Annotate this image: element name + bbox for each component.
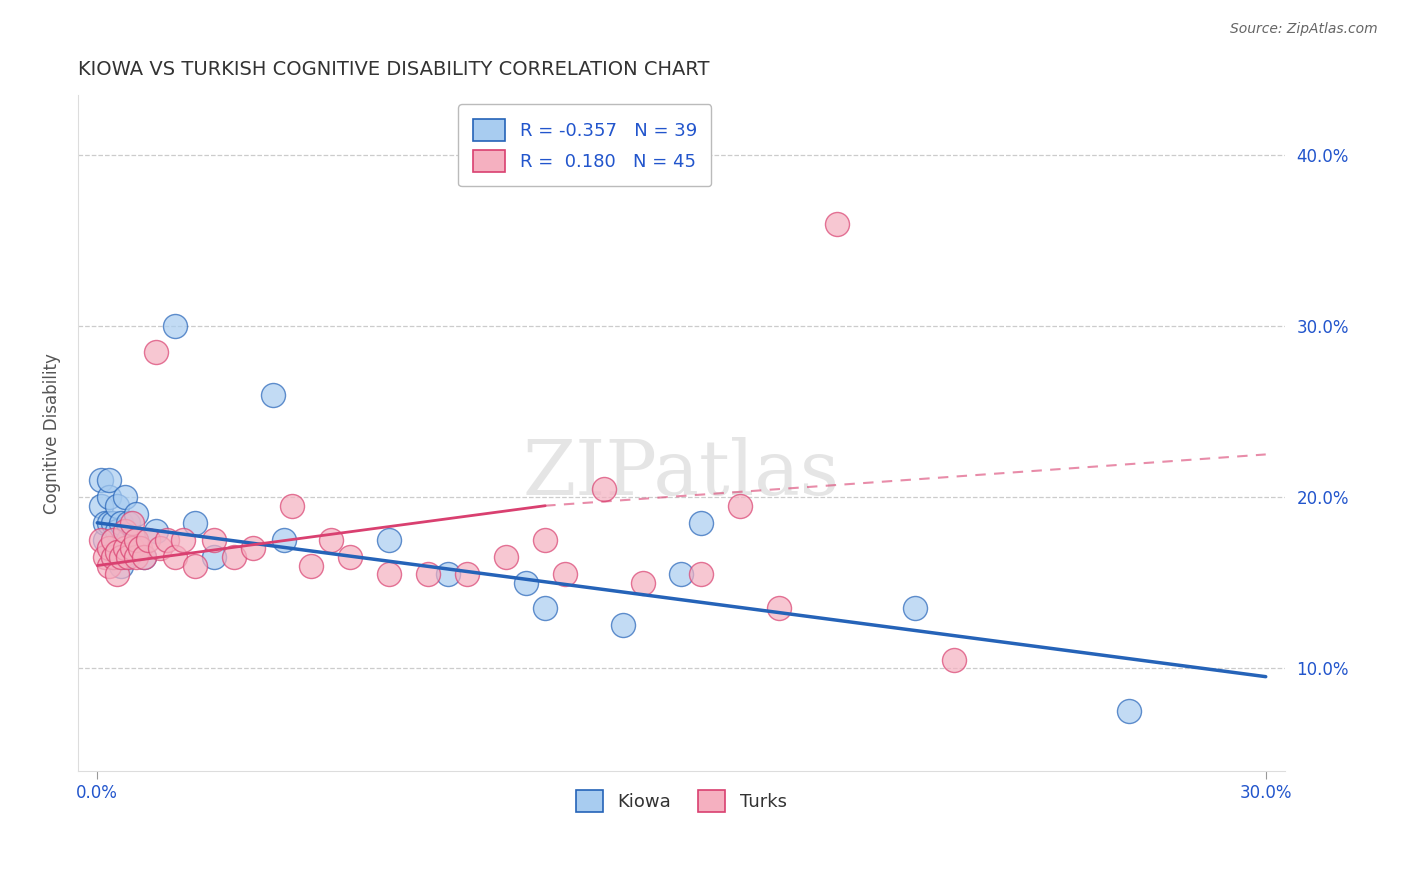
Point [281,499,304,513]
Point [132,549,155,564]
Point [339,549,361,564]
Point [378,567,401,582]
Y-axis label: Cognitive Disability: Cognitive Disability [44,352,60,514]
Point [94,549,117,564]
Point [110,516,132,530]
Point [97,490,120,504]
Point [690,516,713,530]
Point [105,545,128,559]
Point [592,482,614,496]
Point [262,387,284,401]
Point [105,567,128,582]
Point [114,490,136,504]
Point [105,541,128,556]
Point [904,601,927,615]
Point [495,549,517,564]
Point [114,524,136,539]
Point [97,473,120,487]
Point [97,558,120,573]
Legend: Kiowa, Turks: Kiowa, Turks [565,779,797,822]
Point [132,549,155,564]
Point [172,533,194,547]
Point [101,549,124,564]
Point [125,533,148,547]
Point [554,567,576,582]
Point [728,499,751,513]
Point [125,533,148,547]
Point [105,499,128,513]
Point [515,575,537,590]
Point [101,549,124,564]
Point [156,533,179,547]
Point [97,541,120,556]
Point [110,558,132,573]
Point [101,533,124,547]
Point [768,601,790,615]
Point [114,549,136,564]
Text: Source: ZipAtlas.com: Source: ZipAtlas.com [1230,22,1378,37]
Point [101,516,124,530]
Point [319,533,342,547]
Point [125,549,148,564]
Point [114,541,136,556]
Point [183,558,205,573]
Point [110,549,132,564]
Point [165,319,187,334]
Point [1118,704,1140,718]
Point [273,533,295,547]
Point [94,516,117,530]
Point [121,545,143,559]
Point [129,541,152,556]
Point [90,473,112,487]
Point [631,575,654,590]
Point [242,541,264,556]
Point [90,533,112,547]
Point [418,567,440,582]
Point [436,567,458,582]
Point [117,533,139,547]
Point [671,567,693,582]
Point [117,516,139,530]
Point [121,516,143,530]
Point [110,541,132,556]
Point [612,618,634,632]
Text: ZIPatlas: ZIPatlas [523,436,839,510]
Point [105,524,128,539]
Point [456,567,478,582]
Point [943,652,966,666]
Text: KIOWA VS TURKISH COGNITIVE DISABILITY CORRELATION CHART: KIOWA VS TURKISH COGNITIVE DISABILITY CO… [77,60,709,78]
Point [222,549,245,564]
Point [165,549,187,564]
Point [690,567,713,582]
Point [301,558,323,573]
Point [534,533,557,547]
Point [121,541,143,556]
Point [202,549,225,564]
Point [145,524,167,539]
Point [827,217,849,231]
Point [90,499,112,513]
Point [378,533,401,547]
Point [125,508,148,522]
Point [145,344,167,359]
Point [136,533,159,547]
Point [94,533,117,547]
Point [202,533,225,547]
Point [183,516,205,530]
Point [534,601,557,615]
Point [101,533,124,547]
Point [148,541,170,556]
Point [97,516,120,530]
Point [117,549,139,564]
